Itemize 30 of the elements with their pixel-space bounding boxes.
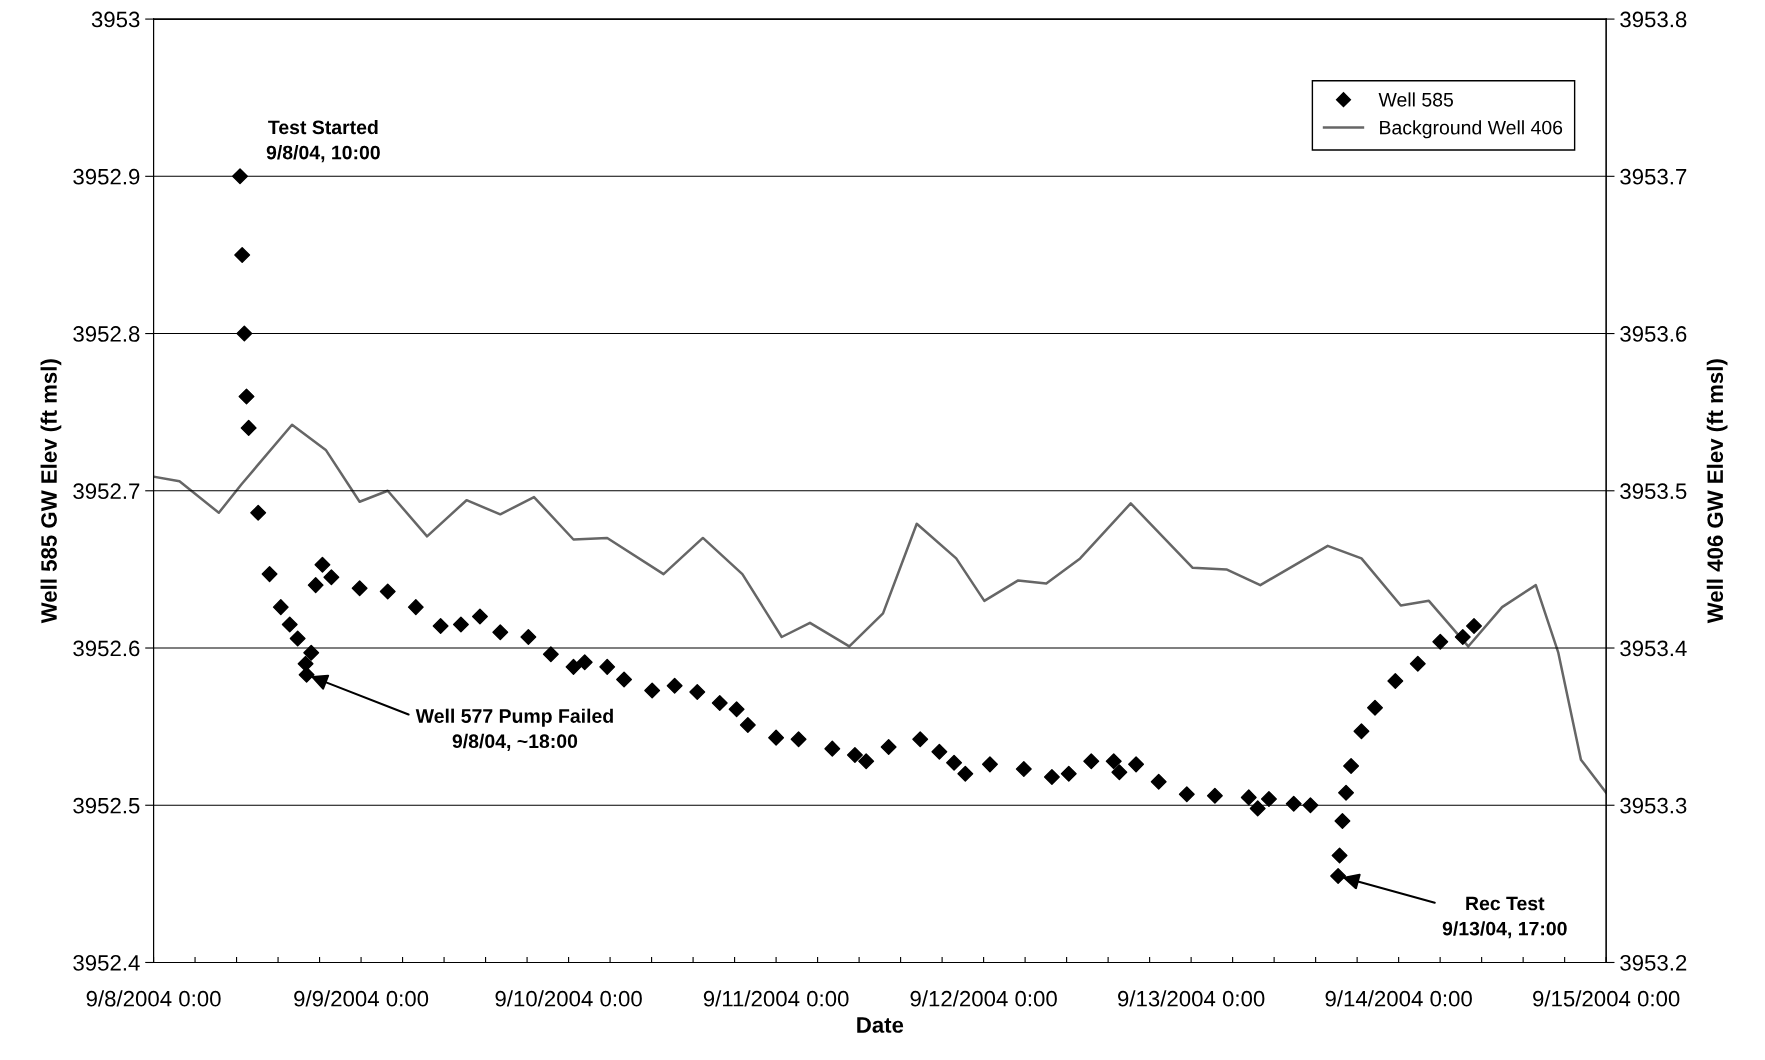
annotation: Test Started 9/8/04, 10:00 (266, 119, 380, 163)
y2-axis-title: Well 406 GW Elev (ft msl) (1706, 359, 1728, 624)
x-tick-label: 9/13/2004 0:00 (1118, 990, 1265, 1007)
y2-tick-label: 3953.2 (1620, 955, 1687, 971)
legend-label: Background Well 406 (1380, 120, 1563, 139)
y-tick-label: 3952.5 (73, 797, 140, 814)
y-tick-label: 3952.7 (73, 483, 140, 500)
y2-tick-label: 3953.6 (1620, 326, 1687, 342)
x-axis-title: Date (857, 1017, 904, 1033)
y-tick-label: 3952.9 (73, 168, 140, 185)
x-tick-label: 9/15/2004 0:00 (1533, 990, 1680, 1007)
y-tick-label: 3952.8 (73, 326, 140, 342)
x-tick-label: 9/8/2004 0:00 (86, 990, 221, 1007)
y2-tick-label: 3953.8 (1620, 11, 1687, 28)
annotation: Rec Test 9/13/04, 17:00 (1442, 896, 1567, 939)
x-tick-label: 9/10/2004 0:00 (495, 990, 642, 1007)
annotation: Well 577 Pump Failed 9/8/04, ~18:00 (415, 708, 613, 751)
y-tick-label: 3952.4 (73, 955, 140, 971)
x-tick-label: 9/14/2004 0:00 (1325, 990, 1472, 1007)
y2-tick-label: 3953.3 (1620, 797, 1687, 814)
legend-label: Well 585 (1378, 92, 1453, 107)
x-tick-label: 9/11/2004 0:00 (703, 990, 849, 1007)
x-tick-label: 9/9/2004 0:00 (294, 990, 429, 1007)
y-tick-label: 3953 (91, 11, 140, 28)
y-tick-label: 3952.6 (73, 640, 140, 657)
x-tick-label: 9/12/2004 0:00 (910, 990, 1057, 1007)
y2-tick-label: 3953.7 (1620, 168, 1687, 185)
y-axis-title: Well 585 GW Elev (ft msl) (40, 359, 62, 624)
y2-tick-label: 3953.5 (1620, 483, 1687, 500)
y2-tick-label: 3953.4 (1620, 640, 1687, 657)
